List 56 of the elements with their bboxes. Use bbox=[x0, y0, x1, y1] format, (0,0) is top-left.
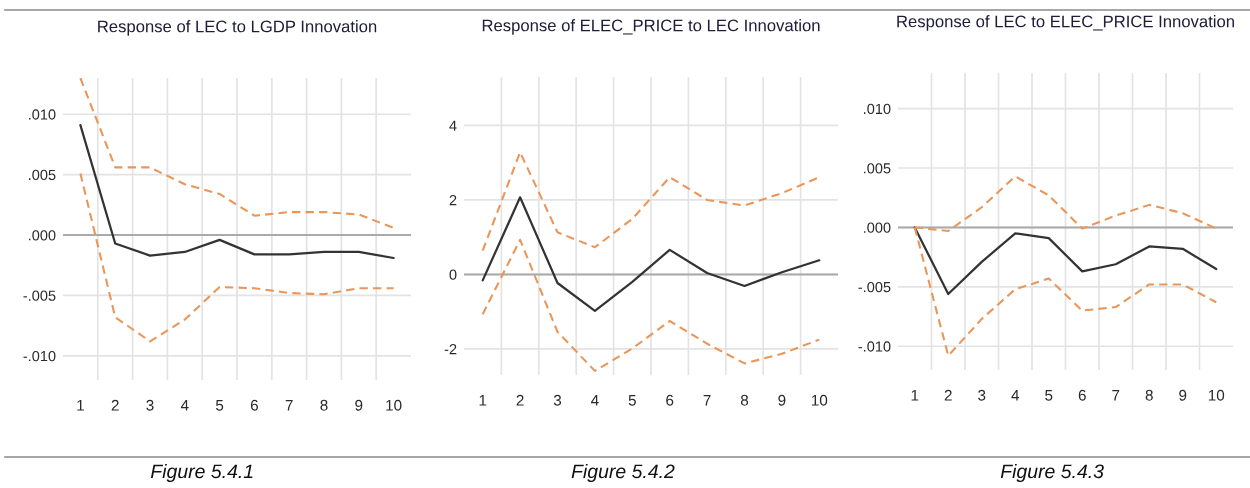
x-tick-label: 9 bbox=[1179, 389, 1187, 401]
x-tick-label: 3 bbox=[146, 399, 154, 411]
caption: Figure 5.4.2 bbox=[571, 463, 675, 483]
x-tick-label: 5 bbox=[1045, 390, 1053, 401]
y-tick-label: -2 bbox=[444, 344, 457, 355]
line-series bbox=[913, 226, 1218, 296]
y-tick-label: 0 bbox=[449, 269, 457, 280]
line-series bbox=[481, 238, 821, 372]
y-tick-label: .005 bbox=[864, 163, 891, 174]
x-tick-label: 9 bbox=[355, 399, 363, 411]
line-series bbox=[481, 196, 821, 313]
x-tick-label: 10 bbox=[1208, 389, 1225, 401]
caption: Figure 5.4.1 bbox=[150, 463, 253, 483]
x-tick-label: 10 bbox=[811, 394, 828, 406]
chart-title: Response of LEC to ELEC_PRICE Innovation bbox=[897, 15, 1234, 31]
line-series bbox=[79, 78, 395, 229]
x-tick-label: 1 bbox=[911, 390, 919, 401]
y-tick-label: -.010 bbox=[858, 341, 891, 352]
x-tick-label: 7 bbox=[1112, 390, 1120, 401]
y-tick-label: .005 bbox=[29, 169, 56, 181]
x-tick-label: 3 bbox=[553, 394, 562, 406]
x-tick-label: 10 bbox=[386, 399, 402, 411]
x-tick-label: 7 bbox=[285, 400, 293, 411]
chart-title: Response of LEC to LGDP Innovation bbox=[98, 20, 377, 36]
y-tick-label: 2 bbox=[449, 195, 457, 206]
y-tick-label: 4 bbox=[449, 120, 457, 131]
x-tick-label: 4 bbox=[180, 400, 189, 411]
x-tick-label: 6 bbox=[666, 394, 674, 406]
y-tick-label: -.005 bbox=[858, 281, 891, 293]
y-tick-label: -.010 bbox=[23, 350, 56, 362]
x-tick-label: 2 bbox=[944, 389, 952, 401]
x-tick-label: 8 bbox=[740, 394, 749, 406]
x-tick-label: 7 bbox=[703, 395, 711, 406]
y-tick-label: -.005 bbox=[23, 290, 56, 301]
x-tick-label: 6 bbox=[250, 399, 258, 411]
chart-title: Response of ELEC_PRICE to LEC Innovation bbox=[482, 19, 820, 35]
x-tick-label: 6 bbox=[1078, 389, 1086, 401]
x-tick-label: 4 bbox=[591, 395, 599, 406]
line-series bbox=[79, 124, 395, 260]
x-tick-label: 9 bbox=[778, 394, 786, 406]
y-tick-label: .010 bbox=[29, 109, 56, 120]
y-tick-label: .000 bbox=[864, 222, 891, 233]
x-tick-label: 5 bbox=[215, 400, 224, 411]
x-tick-label: 8 bbox=[1145, 389, 1153, 401]
y-tick-label: .010 bbox=[864, 103, 891, 115]
x-tick-label: 8 bbox=[320, 399, 328, 411]
x-tick-label: 2 bbox=[516, 394, 524, 406]
x-tick-label: 4 bbox=[1011, 390, 1020, 401]
x-tick-label: 3 bbox=[978, 389, 986, 401]
x-tick-label: 1 bbox=[479, 395, 487, 406]
x-tick-label: 2 bbox=[111, 399, 119, 411]
line-series bbox=[79, 172, 395, 343]
x-tick-label: 1 bbox=[77, 400, 84, 411]
x-tick-label: 5 bbox=[628, 395, 636, 406]
caption: Figure 5.4.3 bbox=[1000, 463, 1104, 483]
y-tick-label: .000 bbox=[29, 230, 56, 241]
